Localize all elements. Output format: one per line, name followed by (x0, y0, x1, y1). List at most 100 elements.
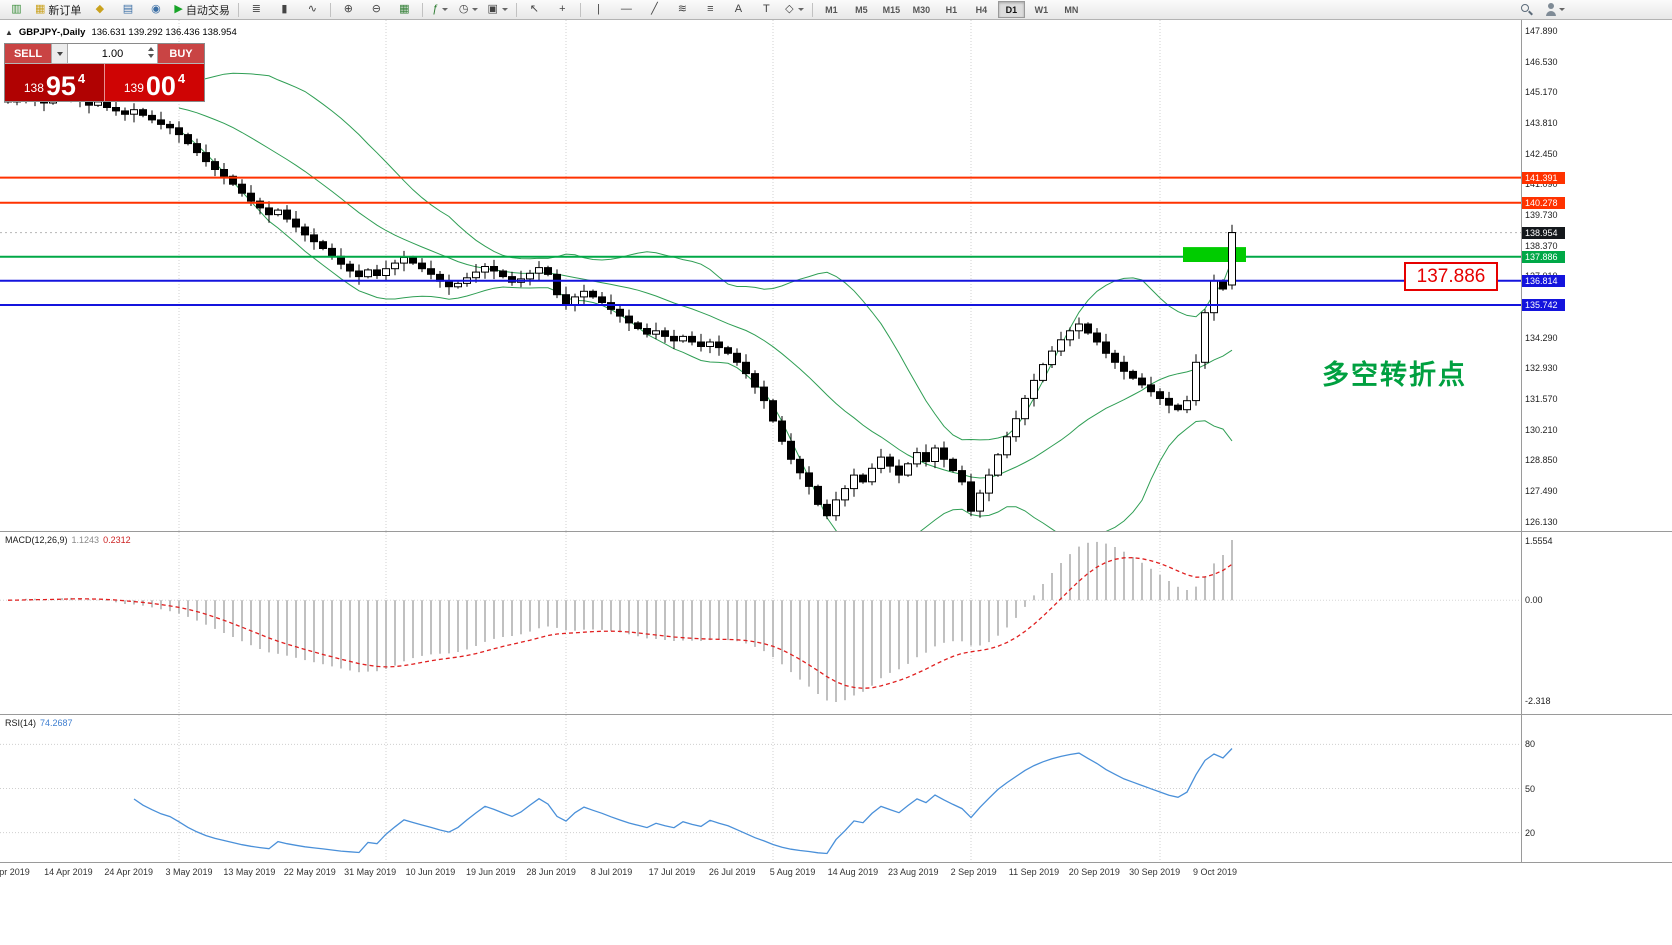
fibonacci-button[interactable]: ≋ (669, 0, 696, 19)
trendline-button[interactable]: ╱ (641, 0, 668, 19)
price-tick-label: 141.090 (1525, 179, 1558, 190)
new-order-icon: ▦ (35, 3, 46, 15)
macd-signal-line (7, 557, 1233, 689)
templates-button[interactable]: ▣ (483, 0, 511, 19)
date-label: 26 Jul 2019 (708, 867, 756, 877)
collapse-trade-panel-icon[interactable]: ▲ (5, 28, 13, 37)
market-watch-icon: ▤ (122, 3, 134, 15)
last-candle[interactable] (1228, 224, 1236, 290)
chevron-down-icon (501, 8, 508, 11)
bid-price-button[interactable]: 138 95 4 (5, 64, 105, 101)
horizontal-line-button[interactable]: — (613, 0, 640, 19)
macd-canvas[interactable] (0, 532, 1521, 714)
bar-chart-button[interactable]: ≣ (243, 0, 270, 19)
zoom-in-icon: ⊕ (343, 3, 353, 15)
date-label: 28 Jun 2019 (526, 867, 576, 877)
volume-stepper[interactable] (148, 47, 154, 58)
toolbar-divider (329, 2, 331, 17)
highlight-rectangle[interactable] (1183, 247, 1246, 262)
chevron-down-icon (472, 8, 479, 11)
macd-scale-label: 1.5554 (1525, 536, 1553, 546)
toolbar-divider (515, 2, 517, 17)
toolbar-divider (811, 2, 813, 17)
date-label: 5 Aug 2019 (769, 867, 816, 877)
date-label: 9 Oct 2019 (1192, 867, 1238, 877)
indicators-button[interactable]: ƒ (427, 0, 454, 19)
timeframe-h1-button[interactable]: H1 (945, 4, 958, 15)
buy-button[interactable]: BUY (158, 44, 204, 63)
candlestick-series[interactable] (4, 85, 1236, 521)
level-price-tag: 137.886 (1522, 250, 1565, 263)
order-settings-dropdown[interactable] (51, 44, 68, 63)
zoom-in-button[interactable]: ⊕ (335, 0, 362, 19)
timeframe-m15-button[interactable]: M15 (882, 4, 901, 15)
ask-price-button[interactable]: 139 00 4 (105, 64, 204, 101)
price-tick-label: 142.450 (1525, 148, 1558, 159)
vertical-line-button[interactable]: | (585, 0, 612, 19)
line-chart-button[interactable]: ∿ (299, 0, 326, 19)
date-label: 20 Sep 2019 (1068, 867, 1120, 877)
spin-up-icon (148, 47, 154, 51)
line-chart-icon: ∿ (307, 3, 317, 15)
shapes-icon: ◇ (785, 3, 794, 15)
bollinger-middle (178, 107, 1233, 479)
rsi-label: RSI(14) 74.2687 (5, 718, 73, 728)
price-tick-label: 146.530 (1525, 56, 1558, 67)
time-axis[interactable]: 4 Apr 2019 14 Apr 2019 24 Apr 2019 3 May 20… (0, 862, 1672, 884)
metaeditor-button[interactable]: ◆ (86, 0, 113, 19)
trendline-icon: ╱ (651, 3, 658, 15)
zoom-out-button[interactable]: ⊖ (363, 0, 390, 19)
timeframe-m1-button[interactable]: M1 (825, 4, 838, 15)
timeframe-h4-button[interactable]: H4 (975, 4, 988, 15)
periods-button[interactable]: ◷ (455, 0, 483, 19)
candlestick-chart-button[interactable]: ▮ (271, 0, 298, 19)
date-label: 3 May 2019 (165, 867, 213, 877)
candlestick-chart-icon: ▮ (281, 3, 288, 15)
rsi-scale[interactable] (1521, 715, 1672, 862)
date-label: 24 Apr 2019 (104, 867, 153, 877)
crosshair-button[interactable]: + (549, 0, 576, 19)
shapes-button[interactable]: ◇ (781, 0, 808, 19)
main-chart-canvas[interactable] (0, 20, 1521, 531)
volume-input[interactable]: 1.00 (68, 44, 158, 63)
market-watch-button[interactable]: ▤ (114, 0, 141, 19)
autotrading-button-label: 自动交易 (185, 4, 230, 17)
timeframe-w1-button[interactable]: W1 (1034, 4, 1049, 15)
toolbar: ▥ ▦ 新订单 ◆ ▤ ◉ ▶ 自动交易 ≣ ▮ ∿ ⊕ ⊖ ▦ ƒ ◷ ▣ ↖ + | — ╱ ≋ ≡ A T ◇ M1 M5 M15 M… (0, 0, 1672, 20)
price-callout-label[interactable]: 137.886 (1404, 262, 1498, 291)
price-tick-label: 139.730 (1525, 210, 1558, 221)
price-tick-label: 134.290 (1525, 332, 1558, 343)
channels-button[interactable]: ≡ (697, 0, 724, 19)
search-icon[interactable] (1520, 3, 1534, 17)
bid-fraction: 4 (77, 71, 86, 86)
text-icon: A (734, 3, 743, 15)
macd-scale[interactable] (1521, 532, 1672, 714)
volume-value: 1.00 (101, 47, 124, 60)
community-profile-button[interactable] (1544, 3, 1565, 16)
timeframe-d1-button[interactable]: D1 (997, 1, 1025, 18)
cursor-button[interactable]: ↖ (521, 0, 548, 19)
label-button[interactable]: T (753, 0, 780, 19)
new-chart-button[interactable]: ▥ (3, 0, 30, 19)
sell-button[interactable]: SELL (5, 44, 51, 63)
rsi-panel: RSI(14) 74.2687 80 50 20 (0, 714, 1672, 862)
chart-title: GBPJPY-,Daily (18, 27, 86, 38)
person-icon (1544, 3, 1558, 16)
community-button[interactable]: ◉ (142, 0, 169, 19)
text-button[interactable]: A (725, 0, 752, 19)
date-label: 13 May 2019 (223, 867, 276, 877)
price-tick-label: 127.490 (1525, 486, 1558, 497)
timeframe-m30-button[interactable]: M30 (912, 4, 931, 15)
price-tick-label: 130.210 (1525, 424, 1558, 435)
timeframe-mn-button[interactable]: MN (1064, 4, 1079, 15)
turning-point-annotation[interactable]: 多空转折点 (1322, 360, 1467, 390)
level-price-tag: 136.814 (1522, 274, 1565, 287)
rsi-scale-label: 20 (1525, 827, 1536, 838)
rsi-canvas[interactable] (0, 715, 1521, 862)
date-label: 10 Jun 2019 (405, 867, 456, 877)
tile-windows-button[interactable]: ▦ (391, 0, 418, 19)
new-order-button[interactable]: ▦ 新订单 (31, 0, 85, 19)
timeframe-m5-button[interactable]: M5 (855, 4, 868, 15)
date-label: 17 Jul 2019 (648, 867, 696, 877)
autotrading-button[interactable]: ▶ 自动交易 (170, 0, 233, 19)
